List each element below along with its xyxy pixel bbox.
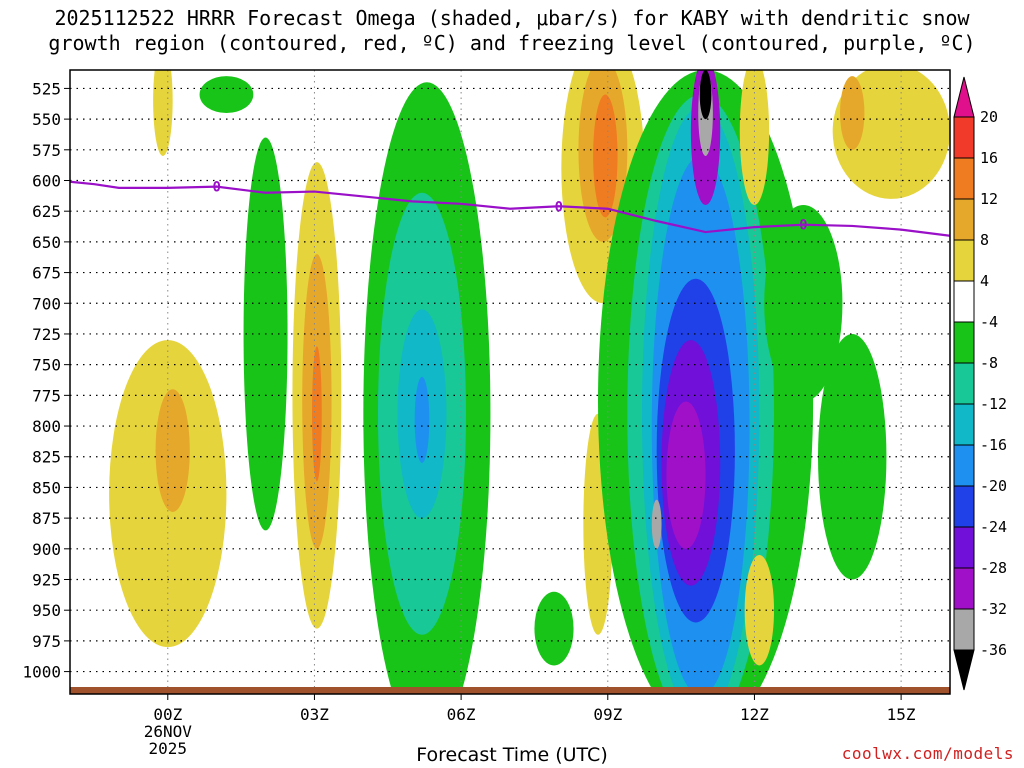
- colorbar-bin-12: [953, 567, 975, 610]
- y-tick-label-525: 525: [32, 79, 61, 98]
- colorbar-bin-11: [953, 526, 975, 569]
- omega-region-5: [312, 346, 322, 482]
- omega-region-27: [699, 70, 712, 120]
- colorbar-label-0: 20: [980, 108, 998, 126]
- x-axis-title: Forecast Time (UTC): [416, 744, 608, 766]
- freezing-level-label-2: 0: [799, 218, 807, 234]
- colorbar-bin-5: [953, 280, 975, 323]
- colorbar-bin-6: [953, 321, 975, 364]
- colorbar-label-2: 12: [980, 190, 998, 208]
- colorbar: 20 16 12 8 4 -4 -8 -12 -16 -20 -24 -28 -32 -36: [953, 76, 1007, 691]
- chart-title: 2025112522 HRRR Forecast Omega (shaded, …: [48, 6, 976, 55]
- y-tick-label-550: 550: [32, 110, 61, 129]
- ground-surface-bar: [70, 687, 950, 694]
- colorbar-label-7: -12: [980, 395, 1007, 413]
- colorbar-label-8: -16: [980, 436, 1007, 454]
- freezing-level-label-1: 0: [555, 199, 563, 215]
- x-tick-label-03Z: 03Z: [300, 705, 329, 724]
- y-tick-label-925: 925: [32, 571, 61, 590]
- colorbar-top-arrow: [953, 76, 975, 118]
- colorbar-bin-9: [953, 444, 975, 487]
- colorbar-label-5: -4: [980, 313, 998, 331]
- x-tick-year: 2025: [149, 739, 188, 758]
- omega-region-31: [764, 205, 843, 402]
- y-tick-label-725: 725: [32, 325, 61, 344]
- y-tick-label-575: 575: [32, 141, 61, 160]
- colorbar-label-13: -36: [980, 641, 1007, 659]
- y-tick-label-850: 850: [32, 478, 61, 497]
- freezing-level-contour: 0 0 0: [70, 180, 950, 237]
- omega-region-11: [414, 376, 430, 463]
- omega-region-23: [666, 401, 706, 549]
- y-tick-label-950: 950: [32, 601, 61, 620]
- x-tick-label-15Z: 15Z: [887, 705, 916, 724]
- colorbar-bin-1: [953, 116, 975, 159]
- colorbar-label-3: 8: [980, 231, 989, 249]
- x-tick-label-12Z: 12Z: [740, 705, 769, 724]
- y-tick-label-775: 775: [32, 386, 61, 405]
- colorbar-label-10: -24: [980, 518, 1007, 536]
- y-tick-label-900: 900: [32, 540, 61, 559]
- colorbar-bin-10: [953, 485, 975, 528]
- colorbar-label-6: -8: [980, 354, 998, 372]
- y-tick-label-800: 800: [32, 417, 61, 436]
- omega-region-15: [593, 94, 618, 218]
- y-axis: 525 550 575 600 625 650 675 700 725 750 775 800 825 8…: [22, 79, 70, 682]
- omega-region-2: [153, 70, 173, 156]
- omega-region-12: [534, 591, 574, 666]
- omega-shading: [109, 70, 950, 690]
- colorbar-label-12: -32: [980, 600, 1007, 618]
- y-tick-label-875: 875: [32, 509, 61, 528]
- y-tick-label-600: 600: [32, 171, 61, 190]
- x-tick-label-09Z: 09Z: [593, 705, 622, 724]
- plot-frame: [69, 69, 951, 695]
- colorbar-bottom-arrow: [953, 649, 975, 691]
- x-tick-label-00Z: 00Z: [153, 705, 182, 724]
- credit-link[interactable]: coolwx.com/models: [841, 744, 1014, 763]
- colorbar-bin-7: [953, 362, 975, 405]
- x-tick-date: 26NOV: [144, 722, 193, 741]
- omega-region-30: [840, 76, 865, 150]
- x-tick-label-06Z: 06Z: [447, 705, 476, 724]
- freezing-level-label-0: 0: [212, 180, 220, 196]
- omega-region-32: [818, 333, 887, 580]
- colorbar-bin-13: [953, 608, 975, 651]
- y-tick-label-625: 625: [32, 202, 61, 221]
- colorbar-label-4: 4: [980, 272, 989, 290]
- colorbar-bin-2: [953, 157, 975, 200]
- colorbar-label-1: 16: [980, 149, 998, 167]
- y-tick-label-700: 700: [32, 294, 61, 313]
- y-tick-label-825: 825: [32, 448, 61, 467]
- omega-region-7: [199, 76, 254, 113]
- y-tick-label-650: 650: [32, 233, 61, 252]
- omega-region-28: [739, 70, 770, 206]
- omega-region-24: [651, 499, 662, 549]
- y-tick-label-750: 750: [32, 356, 61, 375]
- freezing-level-line: [70, 180, 950, 237]
- y-tick-label-975: 975: [32, 632, 61, 651]
- colorbar-bin-4: [953, 239, 975, 282]
- colorbar-bin-3: [953, 198, 975, 241]
- omega-region-1: [155, 389, 190, 512]
- y-tick-label-675: 675: [32, 264, 61, 283]
- y-tick-label-1000: 1000: [22, 663, 61, 682]
- colorbar-label-11: -28: [980, 559, 1007, 577]
- colorbar-label-9: -20: [980, 477, 1007, 495]
- colorbar-bin-8: [953, 403, 975, 446]
